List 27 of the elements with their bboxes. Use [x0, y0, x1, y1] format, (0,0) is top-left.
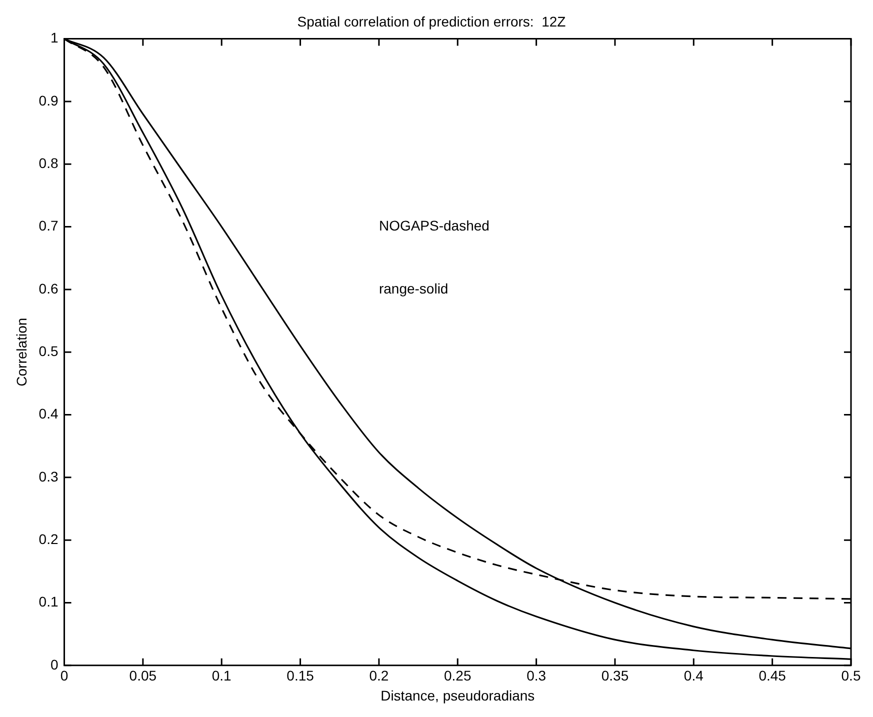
x-tick-label: 0.05	[129, 668, 157, 684]
x-axis-title: Distance, pseudoradians	[380, 687, 535, 704]
x-tick-label: 0.1	[212, 668, 232, 684]
y-tick-label: 0.1	[38, 594, 58, 610]
x-tick-label: 0.2	[369, 668, 389, 684]
y-tick-label: 0.9	[38, 92, 58, 108]
x-tick-label: 0.35	[601, 668, 629, 684]
y-axis-title: Correlation	[13, 318, 30, 386]
chart-title: Spatial correlation of prediction errors: 12Z	[297, 13, 566, 30]
annotation: range-solid	[378, 280, 448, 296]
y-tick-label: 0.2	[38, 530, 58, 547]
y-tick-label: 0	[50, 656, 58, 672]
annotation: NOGAPS-dashed	[378, 218, 490, 234]
y-tick-label: 0.8	[38, 154, 58, 171]
y-tick-label: 1	[50, 30, 58, 46]
y-tick-label: 0.3	[38, 468, 58, 484]
y-tick-label: 0.4	[38, 406, 58, 422]
x-tick-label: 0.4	[684, 668, 704, 684]
x-tick-label: 0.5	[841, 668, 861, 684]
x-tick-label: 0.45	[758, 668, 786, 684]
y-tick-label: 0.7	[38, 218, 58, 234]
y-tick-label: 0.5	[38, 342, 58, 359]
y-tick-label: 0.6	[38, 280, 58, 296]
x-tick-label: 0.25	[444, 668, 472, 684]
x-tick-label: 0.15	[286, 668, 314, 684]
x-tick-label: 0.3	[526, 668, 546, 684]
x-tick-label: 0	[60, 668, 68, 684]
